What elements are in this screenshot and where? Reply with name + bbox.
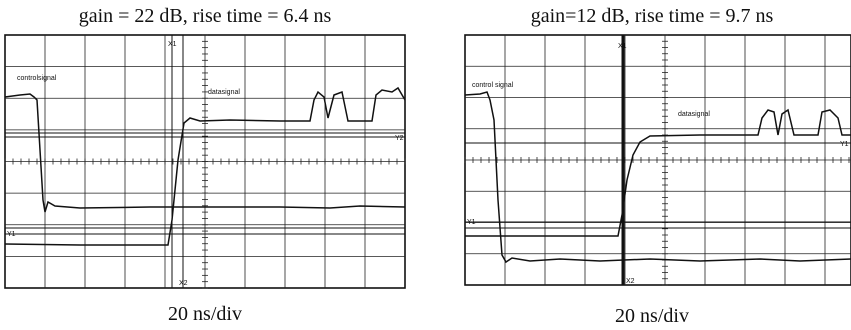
scope-panel: gain = 22 dB, rise time = 6.4 ns control… bbox=[5, 5, 405, 325]
cursor-label: Y1 bbox=[467, 219, 476, 226]
cursor-label: Y1 bbox=[840, 141, 849, 148]
cursor-label: X1 bbox=[618, 43, 627, 50]
cursor-label: X2 bbox=[626, 278, 635, 285]
scope-panel: gain=12 dB, rise time = 9.7 ns control s… bbox=[465, 5, 851, 327]
trace-label: control signal bbox=[472, 82, 514, 89]
cursor-label: X2 bbox=[179, 280, 188, 287]
figure: gain = 22 dB, rise time = 6.4 ns control… bbox=[0, 0, 851, 330]
cursor-label: X1 bbox=[168, 41, 177, 48]
cursor-label: Y2 bbox=[395, 135, 404, 142]
trace-label: datasignal bbox=[208, 89, 240, 96]
x-label: 20 ns/div bbox=[615, 305, 689, 327]
x-label: 20 ns/div bbox=[168, 303, 242, 325]
scope-grid bbox=[465, 35, 851, 285]
panel-title: gain=12 dB, rise time = 9.7 ns bbox=[531, 5, 774, 27]
page: gain = 22 dB, rise time = 6.4 ns control… bbox=[0, 0, 851, 330]
cursor-label: Y1 bbox=[7, 231, 16, 238]
scope-grid bbox=[5, 35, 405, 288]
trace-label: datasignal bbox=[678, 111, 710, 118]
trace-label: controlsignal bbox=[17, 75, 57, 82]
panel-title: gain = 22 dB, rise time = 6.4 ns bbox=[79, 5, 332, 27]
